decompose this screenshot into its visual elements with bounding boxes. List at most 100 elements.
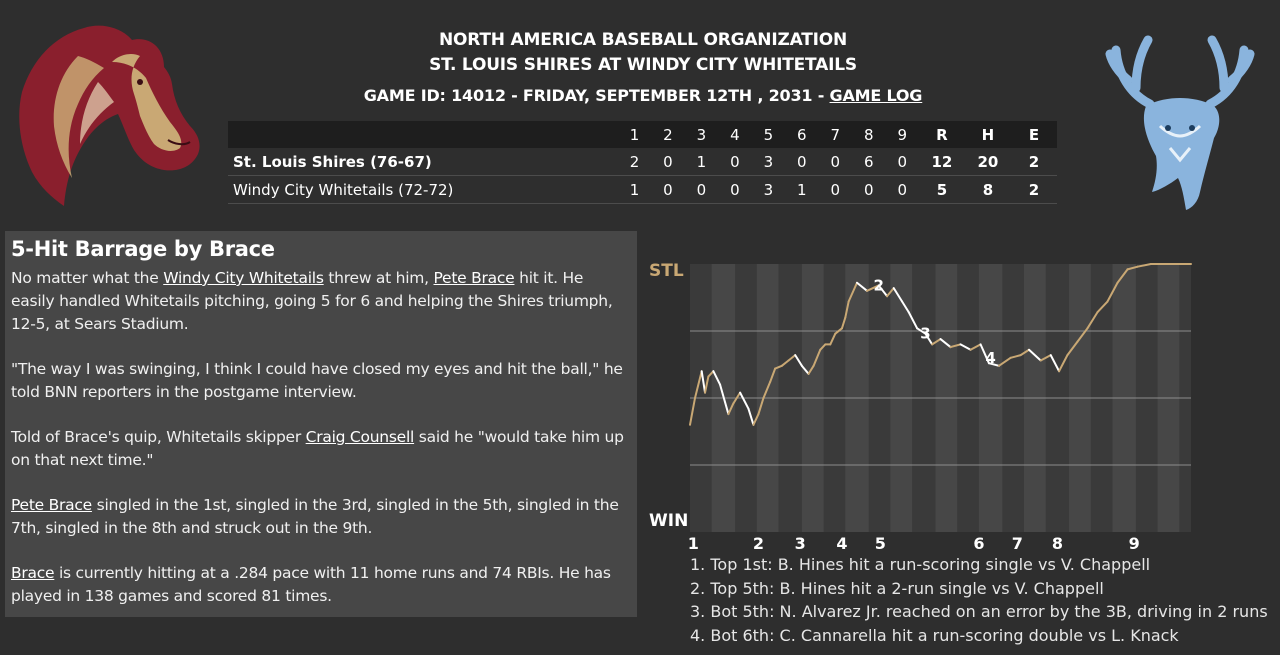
inning-tick-label: 2 (753, 534, 764, 553)
deer-head-logo (1105, 35, 1255, 210)
key-play-item: 3. Bot 5th: N. Alvarez Jr. reached on an… (690, 602, 1268, 621)
win-probability-line (819, 343, 827, 351)
linescore-row-away: St. Louis Shires (76-67) 2 0 1 0 3 0 0 6… (228, 148, 1057, 176)
win-probability-line (769, 367, 777, 383)
win-probability-line (1049, 354, 1061, 373)
win-probability-line (1136, 263, 1152, 268)
article-paragraph: Told of Brace's quip, Whitetails skipper… (11, 426, 631, 472)
text: singled in the 1st, singled in the 3rd, … (11, 496, 619, 537)
text: hit it. He easily handled Whitetails pit… (11, 269, 613, 333)
win-probability-line (924, 332, 934, 346)
win-probability-line (1028, 348, 1042, 362)
inning-tick-label: 3 (795, 534, 806, 553)
key-play-marker: 2 (873, 276, 883, 294)
game-id-date: GAME ID: 14012 - FRIDAY, SEPTEMBER 12TH … (363, 86, 830, 105)
horse-head-logo (19, 25, 200, 206)
manager-link[interactable]: Craig Counsell (305, 428, 415, 446)
win-probability-line (987, 362, 1000, 367)
inning-header: 6 (785, 121, 819, 148)
win-probability-line (959, 343, 972, 351)
inning-tick-label: 1 (688, 534, 699, 553)
win-probability-line (939, 338, 952, 349)
inning-header: 1 (617, 121, 652, 148)
matchup-title: ST. LOUIS SHIRES AT WINDY CITY WHITETAIL… (429, 55, 857, 75)
win-probability-line (1096, 300, 1109, 314)
team-name[interactable]: St. Louis Shires (76-67) (228, 148, 618, 176)
hits-total: 20 (964, 148, 1011, 176)
win-probability-line (1106, 281, 1119, 303)
win-probability-line (812, 348, 822, 367)
win-probability-line (1116, 268, 1129, 284)
inning-score: 0 (651, 175, 685, 204)
runs-total: 5 (918, 175, 965, 204)
inning-tick-label: 6 (973, 534, 984, 553)
game-log-link[interactable]: GAME LOG (829, 86, 923, 105)
win-probability-line (762, 380, 772, 399)
win-probability-line (719, 383, 730, 416)
win-probability-line (916, 327, 927, 335)
text: Told of Brace's quip, Whitetails skipper (11, 428, 306, 446)
key-play-marker: 3 (920, 325, 930, 343)
win-probability-line (794, 354, 803, 367)
win-probability-line (807, 364, 815, 375)
article-paragraph: Brace is currently hitting at a .284 pac… (11, 562, 631, 608)
key-play-item: 2. Top 5th: B. Hines hit a 2-run single … (690, 578, 1104, 598)
win-probability-line (931, 338, 942, 346)
errors-total: 2 (1010, 175, 1057, 204)
player-link[interactable]: Brace (11, 564, 55, 582)
inning-score: 0 (718, 148, 752, 176)
key-play-marker: 4 (985, 349, 995, 367)
win-probability-line (844, 300, 850, 319)
win-probability-line (901, 300, 910, 314)
win-probability-line (886, 287, 895, 298)
win-probability-line (787, 354, 797, 362)
win-probability-line (907, 311, 919, 330)
win-probability-line (834, 327, 843, 335)
win-probability-line (979, 343, 990, 365)
win-probability-line (1039, 354, 1052, 362)
win-probability-line (892, 287, 904, 303)
win-probability-line (704, 375, 710, 394)
win-probability-line (752, 413, 760, 426)
linescore-row-home: Windy City Whitetails (72-72) 1 0 0 0 3 … (228, 175, 1057, 204)
inning-header: 2 (651, 121, 685, 148)
linescore-team-header (228, 121, 618, 148)
inning-header: 3 (684, 121, 719, 148)
win-probability-line (712, 370, 722, 386)
win-probability-line (1076, 327, 1089, 343)
errors-total: 2 (1010, 148, 1057, 176)
win-probability-line (727, 402, 735, 416)
inning-score: 0 (684, 175, 719, 204)
win-probability-line (1009, 354, 1022, 359)
team-name[interactable]: Windy City Whitetails (72-72) (228, 175, 618, 204)
team-link[interactable]: Windy City Whitetails (163, 269, 324, 287)
game-recap-article: 5-Hit Barrage by Brace No matter what th… (5, 231, 637, 617)
win-probability-line (774, 364, 783, 370)
win-probability-line (694, 370, 703, 399)
inning-header: 9 (885, 121, 919, 148)
win-probability-line (1086, 311, 1099, 330)
win-probability-line (840, 316, 847, 330)
player-link[interactable]: Pete Brace (433, 269, 515, 287)
win-probability-line (856, 281, 869, 292)
inning-tick-label: 5 (875, 534, 886, 553)
inning-tick-label: 7 (1012, 534, 1023, 553)
inning-tick-label: 9 (1129, 534, 1140, 553)
key-play-item: 4. Bot 6th: C. Cannarella hit a run-scor… (690, 625, 1179, 645)
text: threw at him, (323, 269, 434, 287)
win-probability-line (700, 370, 707, 394)
axis-label-bottom: WIN (649, 511, 688, 531)
win-probability-line (780, 359, 790, 367)
text: No matter what the (11, 269, 164, 287)
inning-score: 1 (617, 175, 652, 204)
player-link[interactable]: Pete Brace (11, 496, 92, 514)
win-probability-line (739, 391, 750, 410)
win-probability-line (1126, 265, 1139, 271)
hits-total: 8 (964, 175, 1011, 204)
inning-tick-label: 4 (836, 534, 847, 553)
inning-header: 7 (818, 121, 853, 148)
key-plays-legend: 1. Top 1st: B. Hines hit a run-scoring s… (690, 553, 1280, 647)
linescore-table: 1 2 3 4 5 6 7 8 9 R H E St. Louis Shires… (228, 121, 1057, 204)
axis-label-top: STL (649, 261, 684, 281)
